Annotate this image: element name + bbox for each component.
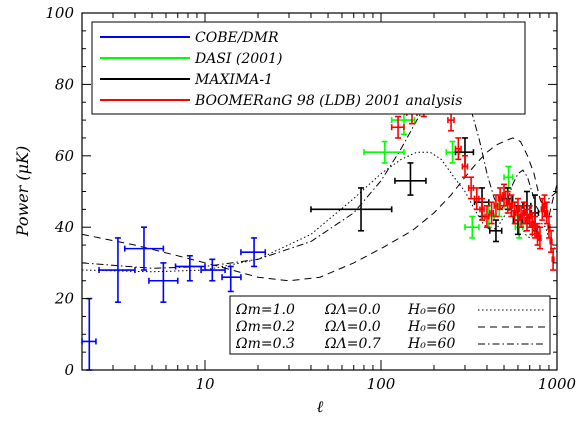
y-tick-label-0: 0 xyxy=(64,361,74,379)
data-point-maxima1-0 xyxy=(310,187,393,232)
model-2-omega-l: ΩΛ=0.0 xyxy=(324,319,381,335)
data-point-boomerang-11 xyxy=(483,204,490,228)
legend: COBE/DMR DASI (2001) MAXIMA-1 BOOMERanG … xyxy=(91,21,526,115)
data-point-boomerang-19 xyxy=(514,197,521,221)
legend-label-maxima: MAXIMA-1 xyxy=(194,72,273,88)
model-2-h0: H₀=60 xyxy=(407,319,455,335)
data-point-boomerang-7 xyxy=(461,155,469,179)
model-curve-3 xyxy=(81,76,558,269)
data-point-boomerang-33 xyxy=(550,247,557,271)
data-point-cobedmr-1 xyxy=(98,237,136,303)
model-2-omega-m: Ωm=0.2 xyxy=(235,319,295,335)
data-point-cobedmr-6 xyxy=(221,265,242,293)
model-3-omega-l: ΩΛ=0.7 xyxy=(324,336,381,352)
model-3-h0: H₀=60 xyxy=(407,336,455,352)
data-point-boomerang-9 xyxy=(473,187,480,211)
x-tick-label-100: 100 xyxy=(367,375,396,393)
data-point-boomerang-6 xyxy=(454,137,462,161)
model-legend: Ωm=1.0 ΩΛ=0.0 H₀=60 Ωm=0.2 ΩΛ=0.0 H₀=60 … xyxy=(229,295,551,355)
legend-label-dasi: DASI (2001) xyxy=(194,51,282,67)
model-1-omega-l: ΩΛ=0.0 xyxy=(324,302,381,318)
x-tick-label-1000: 1000 xyxy=(538,375,577,393)
data-point-maxima1-5 xyxy=(488,219,503,243)
data-point-cobedmr-7 xyxy=(240,237,267,268)
data-point-boomerang-12 xyxy=(488,201,495,225)
data-point-boomerang-13 xyxy=(492,194,499,218)
data-point-boomerang-10 xyxy=(479,197,486,221)
data-point-cobedmr-5 xyxy=(200,258,226,282)
series-cobedmr xyxy=(81,226,267,371)
data-point-boomerang-18 xyxy=(511,201,518,225)
y-tick-label-40: 40 xyxy=(54,218,75,236)
data-point-maxima1-1 xyxy=(394,162,427,196)
model-curve-2 xyxy=(81,137,558,282)
data-point-boomerang-0 xyxy=(390,115,405,139)
model-curve-1 xyxy=(81,151,558,273)
y-axis-title: Power (μK) xyxy=(13,146,32,237)
data-point-boomerang-25 xyxy=(532,215,539,239)
data-point-dasi-0 xyxy=(363,140,405,164)
data-point-cobedmr-3 xyxy=(148,262,179,303)
data-point-dasi-5 xyxy=(464,215,480,239)
legend-label-boomerang: BOOMERanG 98 (LDB) 2001 analysis xyxy=(194,93,462,109)
data-point-boomerang-15 xyxy=(501,183,508,207)
data-point-boomerang-23 xyxy=(526,204,533,228)
x-axis-title: ℓ xyxy=(317,397,324,416)
series-boomerang xyxy=(390,87,557,271)
data-point-boomerang-32 xyxy=(548,229,555,253)
model-legend-box xyxy=(229,295,551,355)
data-point-boomerang-21 xyxy=(521,201,528,225)
model-1-omega-m: Ωm=1.0 xyxy=(235,302,295,318)
axes: 0 20 40 60 80 100 10 100 1000 xyxy=(45,4,576,393)
data-point-boomerang-30 xyxy=(543,201,550,225)
data-point-cobedmr-4 xyxy=(174,254,206,282)
data-point-dasi-4 xyxy=(445,140,461,164)
model-3-omega-m: Ωm=0.3 xyxy=(235,336,295,352)
data-point-boomerang-27 xyxy=(536,226,543,250)
data-point-cobedmr-2 xyxy=(123,226,165,271)
model-1-h0: H₀=60 xyxy=(407,302,455,318)
y-tick-label-60: 60 xyxy=(55,147,75,165)
y-tick-label-20: 20 xyxy=(54,290,75,308)
data-point-boomerang-8 xyxy=(467,176,475,200)
y-tick-label-80: 80 xyxy=(55,75,75,93)
data-point-boomerang-29 xyxy=(541,194,548,218)
y-tick-label-100: 100 xyxy=(45,4,74,22)
data-point-boomerang-17 xyxy=(508,194,515,218)
legend-label-cobe: COBE/DMR xyxy=(195,30,279,46)
x-tick-label-10: 10 xyxy=(195,375,215,393)
model-curves xyxy=(81,76,558,282)
